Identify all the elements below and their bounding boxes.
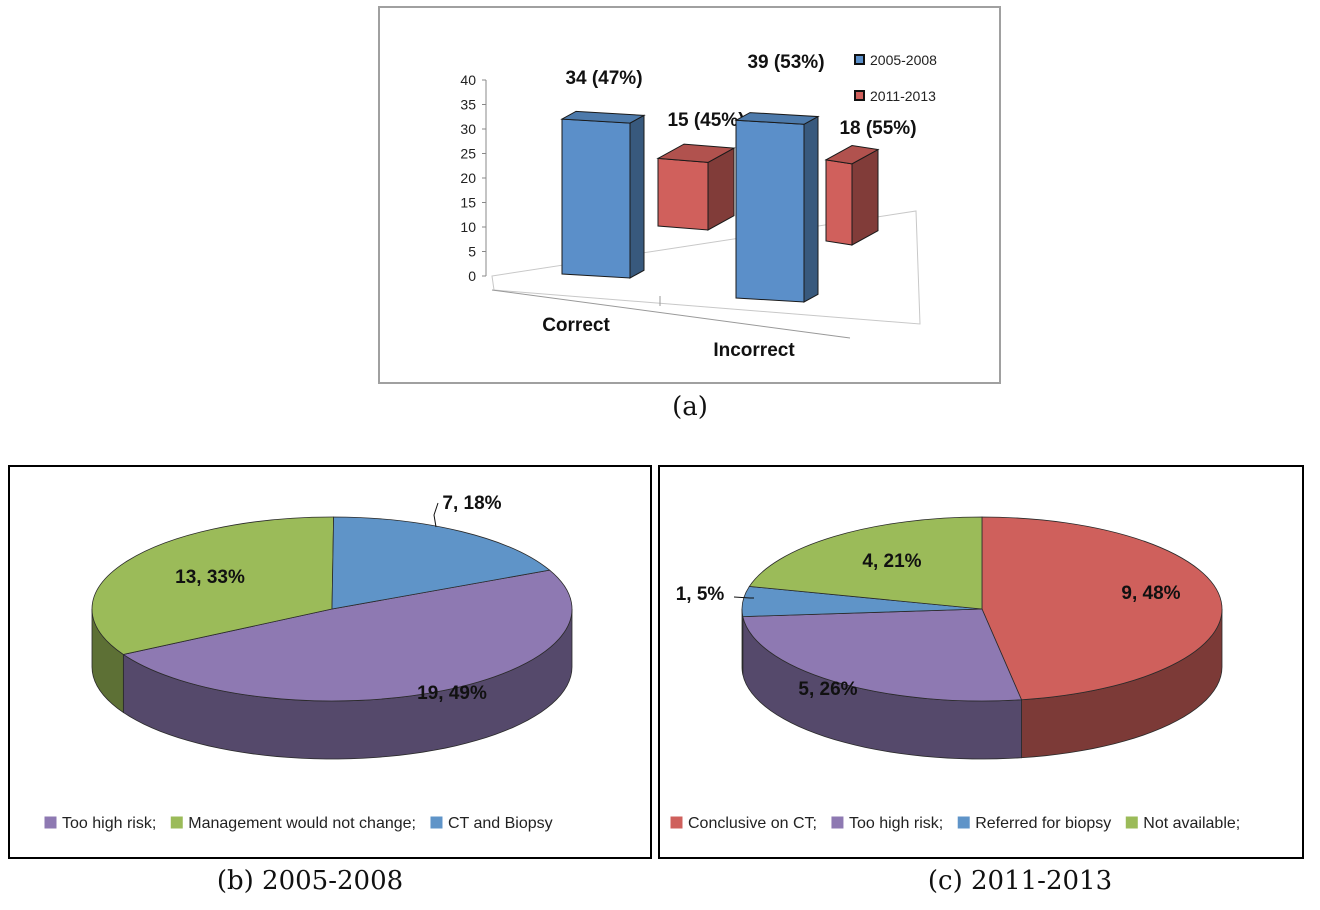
- bar-data-label: 34 (47%): [565, 68, 642, 89]
- pie-slice-managementwouldnotchange: [91, 516, 335, 655]
- bar-front-2005-2008-Correct: [561, 118, 631, 279]
- pie-data-label: 13, 33%: [175, 567, 245, 588]
- bar-front-2011-2013-Incorrect: [825, 159, 853, 246]
- y-tick-label: 30: [460, 121, 476, 137]
- legend-label: CT and Biopsy: [448, 815, 553, 832]
- pie-data-label: 7, 18%: [442, 493, 501, 514]
- bar-side-2005-2008-Correct: [629, 114, 645, 279]
- pie-data-label: 19, 49%: [417, 683, 487, 704]
- category-label-correct: Correct: [542, 315, 610, 336]
- label-leader-line: [433, 502, 439, 528]
- y-tick-label: 40: [460, 72, 476, 88]
- legend-swatch: [169, 815, 184, 830]
- x-axis-line: [491, 289, 851, 339]
- legend-label-2005-2008: 2005-2008: [870, 52, 937, 68]
- legend-label-2011-2013: 2011-2013: [870, 88, 936, 104]
- bar-data-label: 39 (53%): [747, 52, 824, 73]
- legend-label: Too high risk;: [62, 815, 156, 832]
- caption-b: (b) 2005-2008: [216, 866, 404, 896]
- legend-swatch: [830, 815, 845, 830]
- bar-top-2005-2008-Correct: [560, 110, 646, 124]
- pie-slice-notavailable: [748, 516, 983, 610]
- y-tick-label: 10: [460, 219, 476, 235]
- legend-label: Conclusive on CT;: [688, 815, 817, 832]
- y-tick-label: 5: [468, 244, 476, 260]
- legend-swatch-2011-2013: [854, 90, 865, 101]
- pie-side-referredforbiopsy: [741, 608, 744, 675]
- legend-swatch-2005-2008: [854, 54, 865, 65]
- y-tick-label: 35: [460, 97, 476, 113]
- bar-top-2005-2008-Incorrect: [734, 112, 820, 125]
- legend-swatch: [429, 815, 444, 830]
- pie-chart-2011-2013-panel: 9, 48% 5, 26% 1, 5% 4, 21% Conclusive on CT;…: [658, 465, 1304, 859]
- y-tick-label: 15: [460, 195, 476, 211]
- bar-side-2005-2008-Incorrect: [803, 115, 819, 303]
- legend-label: Management would not change;: [188, 815, 416, 832]
- caption-c: (c) 2011-2013: [927, 866, 1113, 896]
- bar-top-2011-2013-Incorrect: [824, 145, 880, 165]
- pie-data-label: 9, 48%: [1121, 583, 1180, 604]
- bar-top-2011-2013-Correct: [656, 143, 736, 163]
- pie-data-label: 5, 26%: [798, 679, 857, 700]
- y-tick-label: 0: [468, 268, 476, 284]
- legend-label: Too high risk;: [849, 815, 943, 832]
- caption-a: (a): [672, 392, 708, 422]
- pie-slice-toohighrisk: [742, 608, 1023, 702]
- category-label-incorrect: Incorrect: [713, 340, 795, 361]
- y-tick-label: 25: [460, 146, 476, 162]
- legend-swatch: [1124, 815, 1139, 830]
- bar-chart-panel: 40 35 30 25 20 15 10 5 0 15 (45%) 18 (55%) 34 (47%)…: [378, 6, 1001, 384]
- bar-front-2005-2008-Incorrect: [735, 119, 805, 303]
- pie-data-label: 1, 5%: [676, 584, 725, 605]
- bar-front-2011-2013-Correct: [657, 157, 709, 231]
- bar-side-2011-2013-Incorrect: [851, 148, 879, 246]
- pie-slice-conclusiveonct: [981, 516, 1223, 701]
- legend-swatch: [43, 815, 58, 830]
- bar-data-label: 18 (55%): [839, 118, 916, 139]
- pie-slice-ctandbiopsy: [331, 516, 551, 610]
- label-leader-line: [733, 596, 754, 599]
- pie-chart-2005-2008-panel: 19, 49% 13, 33% 7, 18% Too high risk; Manage…: [8, 465, 652, 859]
- pie-chart-2011-2013-svg: 9, 48% 5, 26% 1, 5% 4, 21% Conclusive on CT;…: [669, 516, 1240, 832]
- legend-swatch: [956, 815, 971, 830]
- legend-label: Not available;: [1143, 815, 1240, 832]
- bar-chart-svg: 40 35 30 25 20 15 10 5 0 15 (45%) 18 (55%) 34 (47%)…: [460, 52, 937, 361]
- pie-chart-2005-2008-svg: 19, 49% 13, 33% 7, 18% Too high risk; Manage…: [43, 493, 573, 832]
- legend-swatch: [669, 815, 684, 830]
- bar-data-label: 15 (45%): [667, 110, 744, 131]
- pie-slice-toohighrisk: [122, 569, 573, 702]
- y-tick-label: 20: [460, 170, 476, 186]
- pie-data-label: 4, 21%: [862, 551, 921, 572]
- legend-label: Referred for biopsy: [975, 815, 1111, 832]
